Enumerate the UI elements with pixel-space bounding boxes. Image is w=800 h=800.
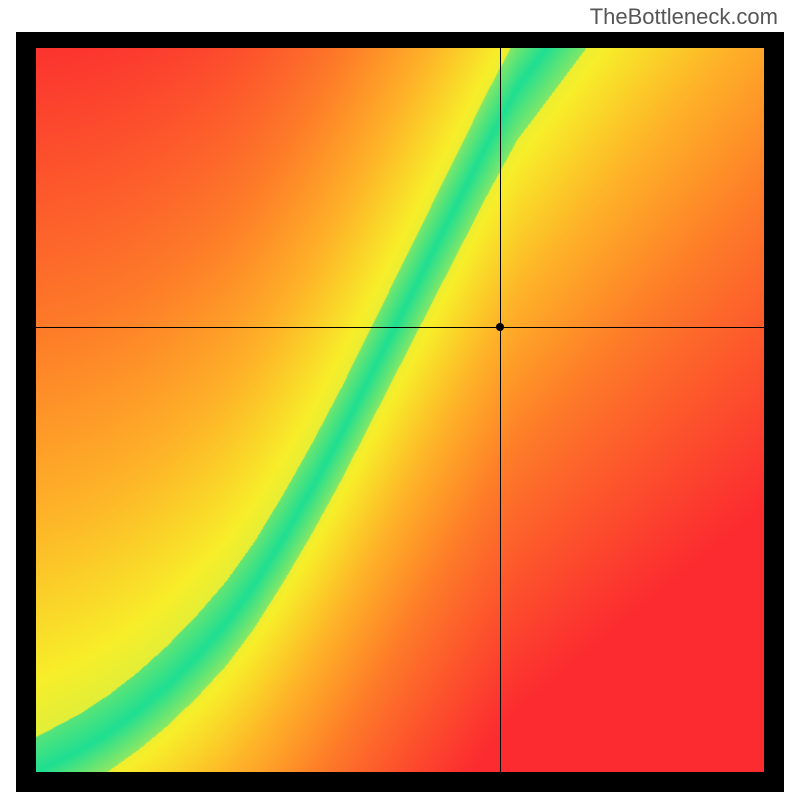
chart-container: TheBottleneck.com	[0, 0, 800, 800]
heatmap-plot-area	[36, 48, 764, 772]
crosshair-vertical	[500, 48, 501, 772]
crosshair-marker-dot	[496, 323, 504, 331]
heatmap-canvas	[36, 48, 764, 772]
crosshair-horizontal	[36, 327, 764, 328]
watermark-text: TheBottleneck.com	[590, 4, 778, 30]
chart-outer-frame	[16, 32, 784, 792]
